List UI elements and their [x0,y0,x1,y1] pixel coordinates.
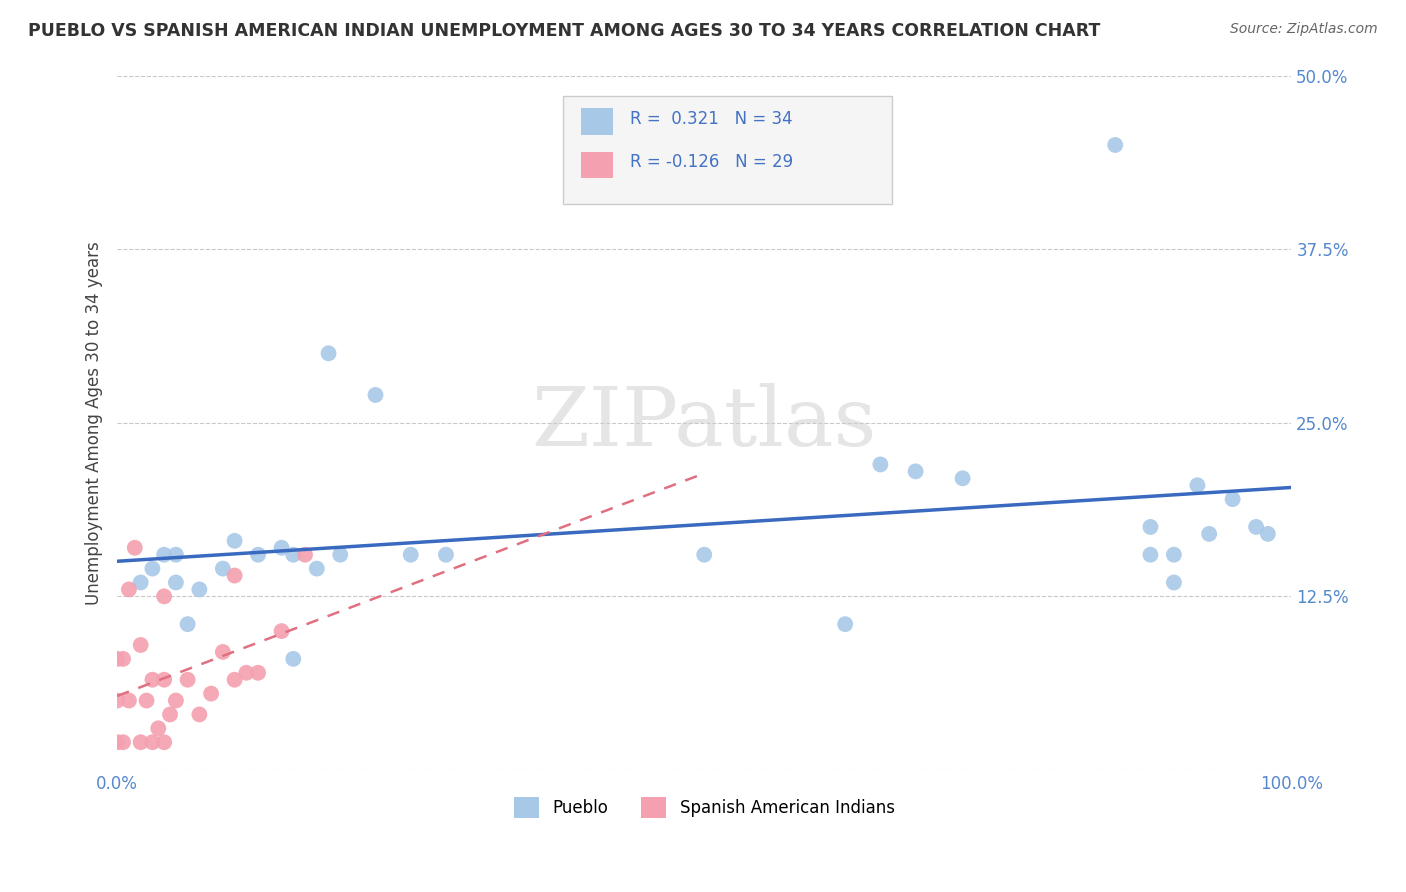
Text: Source: ZipAtlas.com: Source: ZipAtlas.com [1230,22,1378,37]
Point [1257,527,1279,541]
Point [165,693,187,707]
Point [399,548,422,562]
Point [129,735,152,749]
Point [212,645,235,659]
Point [141,735,163,749]
Point [141,673,163,687]
Point [212,561,235,575]
Point [693,548,716,562]
Point [135,693,157,707]
Point [224,568,246,582]
Point [200,687,222,701]
Point [904,464,927,478]
Text: ZIPatlas: ZIPatlas [531,383,877,463]
Point [141,561,163,575]
Text: R =  0.321   N = 34: R = 0.321 N = 34 [630,110,793,128]
Point [118,693,141,707]
Point [1222,492,1244,507]
Point [153,673,176,687]
Point [270,624,292,639]
Point [1187,478,1209,492]
Point [224,673,246,687]
Point [235,665,257,680]
Point [1244,520,1267,534]
Point [176,617,198,632]
Point [105,735,128,749]
Point [283,548,305,562]
FancyBboxPatch shape [581,108,613,135]
Point [124,541,146,555]
Point [1163,575,1185,590]
Y-axis label: Unemployment Among Ages 30 to 34 years: Unemployment Among Ages 30 to 34 years [86,241,103,605]
Point [148,722,170,736]
Point [112,735,135,749]
Point [270,541,292,555]
Point [105,652,128,666]
Text: R = -0.126   N = 29: R = -0.126 N = 29 [630,153,793,171]
Point [318,346,340,360]
Point [118,582,141,597]
Point [1163,548,1185,562]
Point [105,693,128,707]
Point [1139,520,1161,534]
Point [165,575,187,590]
Point [1198,527,1220,541]
Point [188,582,211,597]
Point [434,548,457,562]
Point [153,735,176,749]
Point [364,388,387,402]
Point [305,561,328,575]
Point [283,652,305,666]
Point [869,458,891,472]
Point [129,638,152,652]
Point [329,548,352,562]
Point [834,617,856,632]
Point [153,590,176,604]
Point [165,548,187,562]
Point [247,665,270,680]
Point [1104,138,1126,153]
Point [224,533,246,548]
Point [247,548,270,562]
Point [188,707,211,722]
Point [159,707,181,722]
Text: PUEBLO VS SPANISH AMERICAN INDIAN UNEMPLOYMENT AMONG AGES 30 TO 34 YEARS CORRELA: PUEBLO VS SPANISH AMERICAN INDIAN UNEMPL… [28,22,1101,40]
Point [129,575,152,590]
Point [176,673,198,687]
Point [112,652,135,666]
Point [294,548,316,562]
Point [153,548,176,562]
Legend: Pueblo, Spanish American Indians: Pueblo, Spanish American Indians [508,790,901,824]
Point [952,471,974,485]
Point [1139,548,1161,562]
FancyBboxPatch shape [581,152,613,178]
FancyBboxPatch shape [564,96,893,204]
